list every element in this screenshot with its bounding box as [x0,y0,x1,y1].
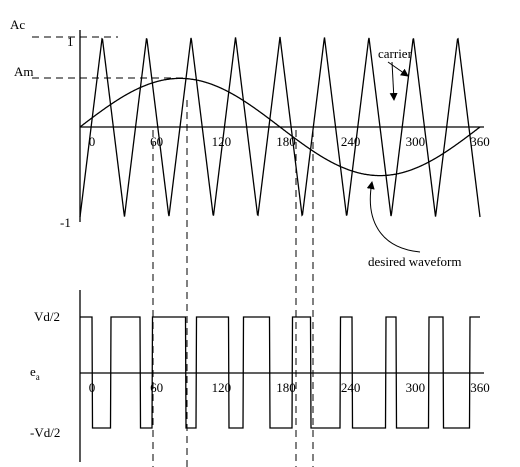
angle-label: 180 [276,134,296,149]
angle-label: 0 [89,380,96,395]
min-label: -1 [60,215,71,230]
angle-label: 60 [150,380,163,395]
carrier-label: carrier [378,46,413,61]
angle-label: 180 [276,380,296,395]
carrier-wave [79,36,481,218]
pwm-output [80,316,480,429]
angle-label: 360 [470,380,490,395]
desired-wave [79,77,481,177]
carrier-arrow [389,61,398,101]
angle-label: 0 [89,134,96,149]
angle-label: 240 [341,380,361,395]
desired-arrow [366,181,421,253]
ac-label: Ac [10,17,25,32]
angle-label: 360 [470,134,490,149]
max-label: 1 [67,34,74,49]
output-main: e [30,364,36,379]
angle-label: 120 [212,134,232,149]
low-label: -Vd/2 [30,425,60,440]
angle-label: 300 [406,134,426,149]
angle-label: 60 [150,134,163,149]
high-label: Vd/2 [34,309,60,324]
angle-label: 240 [341,134,361,149]
output-label: ea [30,364,40,382]
output-sub: a [36,372,40,382]
carrier-arrow [387,61,409,77]
angle-label: 120 [212,380,232,395]
am-label: Am [14,64,34,79]
angle-label: 300 [406,380,426,395]
desired-label: desired waveform [368,254,462,269]
